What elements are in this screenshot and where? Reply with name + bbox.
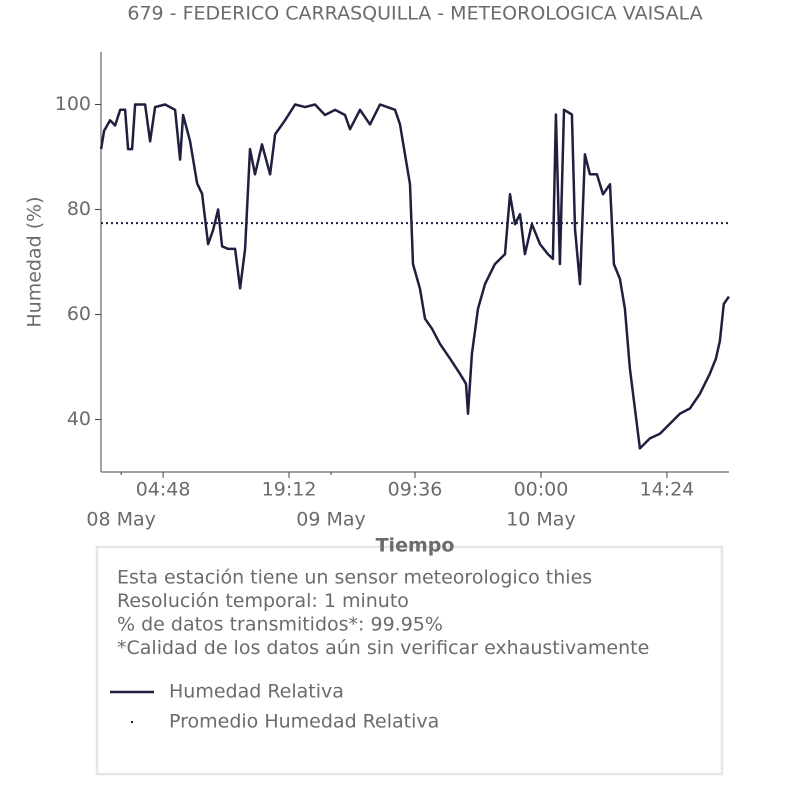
info-box xyxy=(95,545,724,776)
info-note: Esta estación tiene un sensor meteorolog… xyxy=(117,567,592,589)
x-axis-label: Tiempo xyxy=(376,535,455,557)
x-tick-label: 09:36 xyxy=(388,479,443,501)
info-note: % de datos transmitidos*: 99.95% xyxy=(117,614,443,636)
x-tick-label: 00:00 xyxy=(514,479,569,501)
y-axis-label: Humedad (%) xyxy=(24,196,46,327)
y-tick-label: 60 xyxy=(67,303,91,325)
x-tick-label: 14:24 xyxy=(640,479,695,501)
y-tick-label: 40 xyxy=(67,408,91,430)
x-date-label: 10 May xyxy=(506,509,576,531)
chart-title: 679 - FEDERICO CARRASQUILLA - METEOROLOG… xyxy=(127,3,702,25)
humidity-line xyxy=(99,103,730,450)
info-note: Resolución temporal: 1 minuto xyxy=(117,590,409,612)
x-tick-label: 19:12 xyxy=(262,479,317,501)
x-date-label: 09 May xyxy=(296,509,366,531)
y-tick-label: 100 xyxy=(55,93,91,115)
x-tick-label: 04:48 xyxy=(136,479,191,501)
legend-label: Humedad Relativa xyxy=(169,681,344,703)
y-tick-label: 80 xyxy=(67,198,91,220)
info-note: *Calidad de los datos aún sin verificar … xyxy=(117,637,649,659)
legend-label: Promedio Humedad Relativa xyxy=(169,711,439,733)
x-date-label: 08 May xyxy=(86,509,156,531)
